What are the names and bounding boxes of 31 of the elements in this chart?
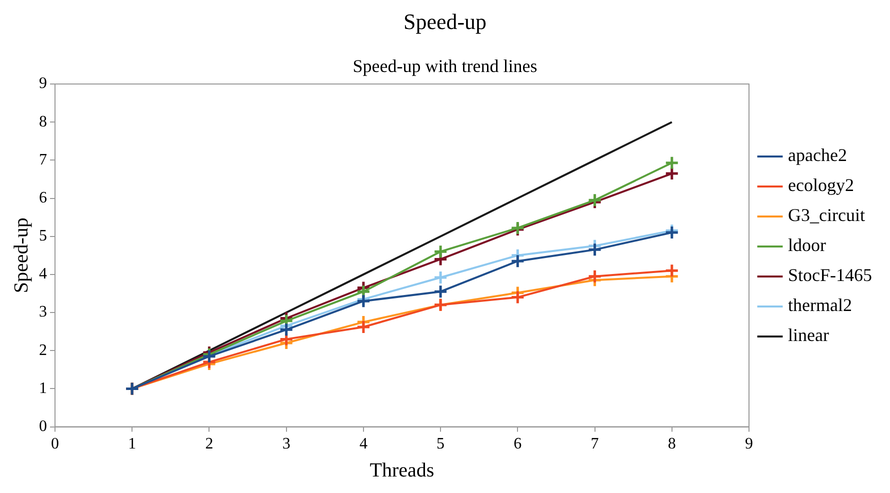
legend-label: linear (788, 325, 829, 346)
x-tick-label: 5 (436, 436, 445, 453)
x-tick-label: 6 (514, 436, 522, 453)
chart-title: Speed-up (403, 8, 487, 34)
y-tick-label: 3 (39, 304, 47, 321)
y-tick-label: 6 (39, 189, 47, 206)
legend-label: ecology2 (788, 175, 854, 196)
legend-label: StocF-1465 (788, 265, 872, 286)
y-tick-label: 8 (39, 113, 47, 130)
x-tick-label: 9 (744, 436, 753, 453)
y-tick-label: 4 (39, 266, 47, 283)
x-tick-label: 0 (51, 436, 59, 453)
x-tick-label: 3 (282, 436, 290, 453)
y-tick-label: 0 (39, 418, 47, 436)
y-tick-label: 9 (39, 75, 47, 92)
y-tick-label: 2 (39, 342, 47, 359)
x-tick-label: 4 (359, 436, 368, 453)
x-axis-title: Threads (370, 459, 434, 482)
legend-label: apache2 (788, 145, 847, 166)
chart-subtitle: Speed-up with trend lines (352, 56, 538, 76)
y-tick-label: 5 (39, 228, 47, 245)
x-tick-label: 7 (590, 436, 599, 453)
legend-label: ldoor (788, 235, 826, 256)
x-tick-label: 8 (668, 436, 676, 453)
y-tick-label: 7 (39, 151, 47, 168)
x-tick-label: 1 (128, 436, 136, 453)
legend-label: thermal2 (788, 295, 852, 316)
y-axis-title: Speed-up (10, 218, 32, 294)
y-tick-label: 1 (39, 380, 47, 397)
legend-label: G3_circuit (788, 205, 865, 226)
x-tick-label: 2 (205, 436, 214, 453)
